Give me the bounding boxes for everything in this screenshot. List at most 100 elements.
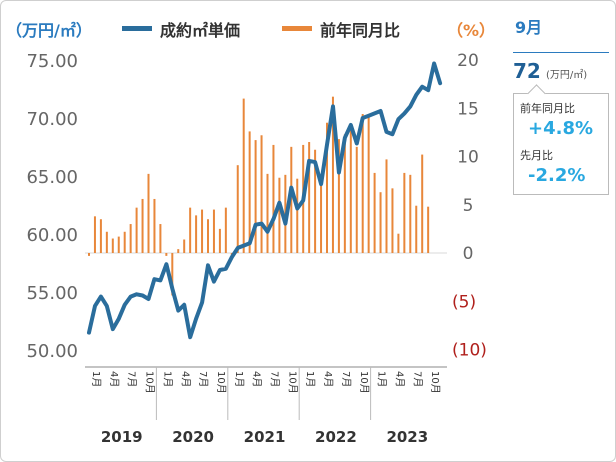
yoy-bar	[248, 131, 251, 253]
y-left-tick: 60.00	[26, 225, 78, 246]
month-tick: 10月	[358, 371, 370, 394]
yoy-bar	[355, 146, 358, 253]
month-tick: 10月	[286, 371, 298, 394]
panel-value-row: 72 (万円/㎡)	[513, 59, 609, 83]
month-tick: 1月	[90, 371, 102, 387]
yoy-bar	[296, 178, 299, 253]
yoy-bar	[361, 114, 364, 253]
month-tick: 1月	[376, 371, 388, 387]
yoy-bar	[117, 236, 120, 253]
yoy-bar	[135, 207, 138, 253]
latest-value-panel: 9月 72 (万円/㎡) 前年同月比 +4.8% 先月比 -2.2%	[513, 14, 609, 195]
yoy-bar	[153, 198, 156, 253]
y-right-tick: (10)	[452, 341, 487, 361]
month-tick: 7月	[197, 371, 209, 387]
yoy-bar	[165, 253, 168, 256]
yoy-bar	[403, 172, 406, 253]
month-tick: 7月	[269, 371, 281, 387]
yoy-bar	[189, 207, 192, 253]
month-tick: 1月	[233, 371, 245, 387]
panel-value: 72	[513, 59, 541, 83]
panel-value-unit: (万円/㎡)	[545, 70, 588, 81]
month-tick: 4月	[179, 371, 191, 387]
legend-bar-swatch	[282, 26, 312, 31]
month-tick: 4月	[322, 371, 334, 387]
yoy-bar	[331, 96, 334, 253]
yoy-bar	[326, 122, 328, 253]
yoy-bar	[159, 224, 162, 253]
y-left-tick: 50.00	[26, 341, 78, 362]
yoy-bar	[129, 224, 132, 253]
yoy-bar	[337, 139, 340, 253]
month-tick: 4月	[251, 371, 263, 387]
panel-month: 9月	[515, 18, 543, 37]
yoy-bar	[99, 219, 102, 253]
panel-yoy-label: 前年同月比	[520, 102, 575, 115]
right-axis-unit: （%）	[447, 21, 495, 40]
yoy-bar	[93, 216, 96, 253]
yoy-bar	[272, 144, 275, 253]
yoy-bar	[320, 181, 323, 253]
yoy-bar	[224, 207, 227, 253]
y-right-tick: (5)	[452, 292, 476, 312]
y-left-tick: 75.00	[26, 51, 78, 72]
month-tick: 10月	[144, 371, 156, 394]
yoy-bar	[207, 219, 209, 253]
y-right-tick: 20	[457, 51, 479, 71]
year-label: 2022	[315, 428, 357, 446]
yoy-bar	[195, 215, 198, 253]
yoy-bar	[397, 233, 400, 253]
panel-mom-value: -2.2%	[528, 165, 586, 186]
left-axis-unit: （万円/㎡）	[6, 21, 92, 40]
yoy-bar	[123, 231, 126, 253]
yoy-bar	[254, 140, 257, 253]
yoy-bar	[260, 135, 263, 253]
yoy-bar	[415, 205, 418, 253]
yoy-bar	[111, 238, 114, 253]
month-tick: 7月	[126, 371, 138, 387]
y-right-tick: 15	[457, 99, 479, 119]
y-right-tick: 10	[457, 148, 479, 168]
y-right-tick: 0	[463, 244, 474, 264]
legend: 成約㎡単価 前年同月比	[122, 21, 400, 40]
yoy-bar	[88, 253, 90, 256]
month-tick: 1月	[304, 371, 316, 387]
month-tick: 10月	[215, 371, 227, 394]
yoy-bar	[218, 228, 221, 253]
yoy-bar	[212, 209, 215, 253]
yoy-bar	[421, 154, 424, 253]
yoy-bar	[236, 165, 239, 253]
yoy-bar	[105, 231, 108, 253]
year-label: 2019	[101, 428, 143, 446]
y-left-tick: 55.00	[26, 283, 78, 304]
month-tick: 7月	[411, 371, 423, 387]
panel-divider	[513, 52, 609, 53]
panel-mom-label: 先月比	[520, 149, 553, 162]
yoy-bar	[314, 149, 317, 253]
year-label: 2020	[172, 428, 214, 446]
yoy-bar	[367, 115, 370, 253]
y-left-tick: 65.00	[26, 167, 78, 188]
month-tick: 4月	[393, 371, 405, 387]
year-label: 2021	[244, 428, 286, 446]
yoy-bar	[266, 173, 269, 253]
panel-change-box: 前年同月比 +4.8% 先月比 -2.2%	[513, 93, 609, 195]
yoy-bar	[379, 192, 382, 253]
yoy-bar	[391, 188, 394, 253]
month-tick: 1月	[161, 371, 173, 387]
yoy-bar	[177, 249, 180, 253]
yoy-bar	[147, 173, 150, 253]
y-right-tick: 5	[463, 196, 474, 216]
yoy-bar	[343, 134, 346, 253]
yoy-bar	[308, 142, 311, 253]
legend-item-price: 成約㎡単価	[160, 21, 240, 40]
yoy-bar	[278, 177, 281, 253]
panel-yoy-value: +4.8%	[528, 118, 594, 139]
year-label: 2023	[386, 428, 428, 446]
yoy-bar	[242, 98, 245, 253]
yoy-bar	[171, 253, 174, 296]
yoy-bar	[373, 172, 376, 253]
yoy-bar	[183, 239, 186, 253]
